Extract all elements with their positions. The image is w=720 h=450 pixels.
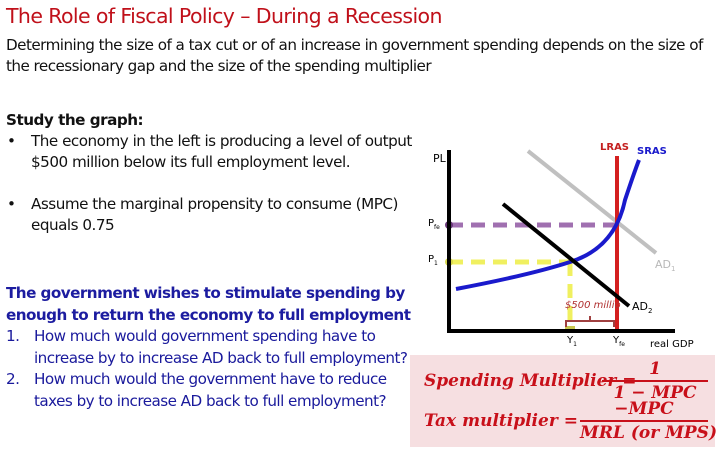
tax-multiplier-lhs: Tax multiplier =: [424, 411, 578, 431]
bullet-icon: •: [7, 195, 16, 213]
spending-denominator: 1 − MPC: [613, 383, 697, 403]
question-item: 2. How much would the government have to…: [6, 369, 416, 412]
gap-label: $500 millio: [565, 300, 621, 311]
question-item: 1. How much would government spending ha…: [6, 326, 416, 369]
output-fe-label: Yfe: [613, 335, 625, 348]
ad2-curve: [501, 202, 631, 308]
spending-multiplier-fraction: 1 1 − MPC: [602, 359, 708, 403]
ad-as-graph: PL LRAS SRAS Pfe P1 AD1 AD2 $500 millio …: [410, 130, 720, 360]
bullet-text: The economy in the left is producing a l…: [31, 132, 412, 171]
price-fe-label: Pfe: [428, 218, 440, 231]
question-number: 2.: [6, 370, 20, 388]
question-text: How much would government spending have …: [34, 327, 408, 367]
task-heading: The government wishes to stimulate spend…: [6, 284, 411, 324]
study-heading: Study the graph:: [6, 111, 144, 129]
price-1-label: P1: [428, 254, 438, 267]
page-title: The Role of Fiscal Policy – During a Rec…: [6, 4, 443, 28]
task-section: The government wishes to stimulate spend…: [6, 283, 416, 412]
question-text: How much would the government have to re…: [34, 370, 387, 410]
x-axis-label: real GDP: [650, 339, 694, 350]
question-number: 1.: [6, 327, 20, 345]
tax-numerator: −MPC: [614, 399, 674, 419]
gap-bracket: [565, 316, 615, 327]
multiplier-formulas: Spending Multiplier = 1 1 − MPC Tax mult…: [410, 355, 717, 447]
sras-curve: [455, 159, 641, 291]
study-bullet: • Assume the marginal propensity to cons…: [6, 194, 416, 236]
page-subtitle: Determining the size of a tax cut or of …: [6, 36, 703, 75]
study-section: Study the graph: • The economy in the le…: [6, 110, 416, 236]
bullet-text: Assume the marginal propensity to consum…: [31, 195, 398, 234]
output-1-label: Y1: [567, 335, 577, 348]
tax-multiplier-formula: Tax multiplier =: [424, 411, 578, 431]
ad1-label: AD1: [655, 258, 676, 274]
ad-as-diagram: [445, 149, 675, 333]
tax-denominator: MRL (or MPS): [580, 423, 717, 443]
ad2-label: AD2: [632, 300, 653, 316]
ad1-curve: [526, 149, 658, 255]
spending-numerator: 1: [649, 359, 661, 379]
tax-multiplier-fraction: −MPC MRL (or MPS): [580, 399, 717, 443]
bullet-icon: •: [7, 132, 16, 150]
sras-label: SRAS: [637, 146, 667, 157]
spending-multiplier-formula: Spending Multiplier =: [424, 371, 637, 391]
y-axis-label: PL: [433, 152, 446, 165]
spending-multiplier-lhs: Spending Multiplier =: [424, 371, 637, 391]
study-bullet: • The economy in the left is producing a…: [6, 131, 416, 173]
lras-label: LRAS: [600, 142, 630, 153]
